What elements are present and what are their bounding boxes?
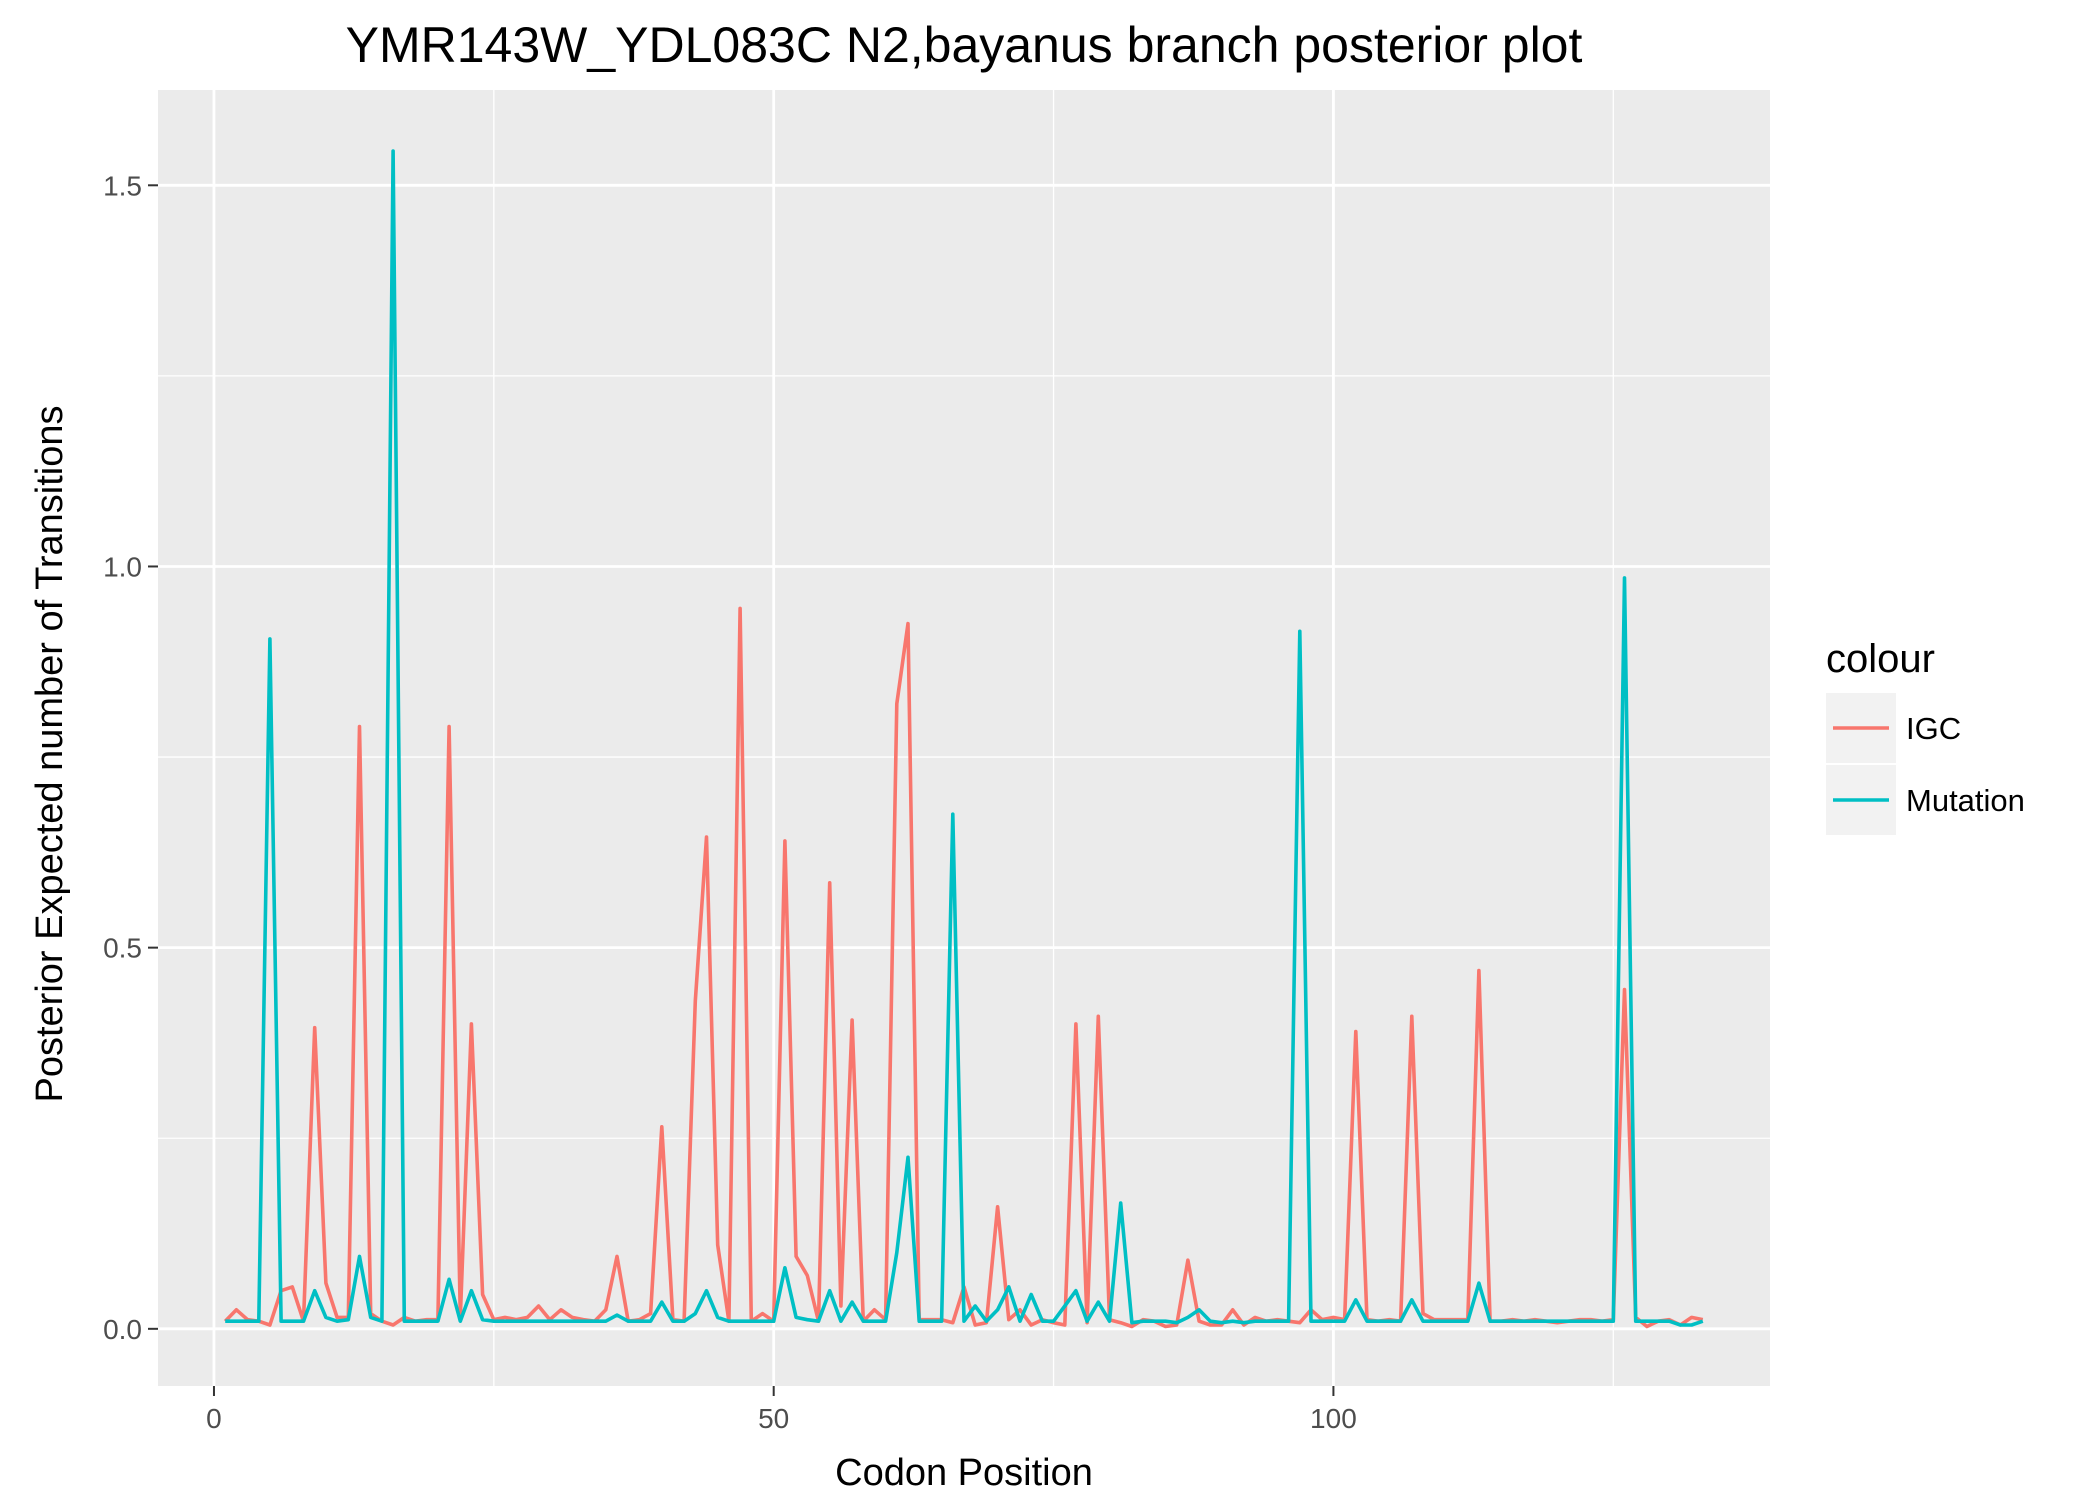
y-tick-label: 0.5: [103, 933, 142, 964]
legend-title: colour: [1826, 637, 1935, 681]
chart-title: YMR143W_YDL083C N2,bayanus branch poster…: [346, 17, 1583, 73]
y-tick-label: 1.5: [103, 170, 142, 201]
x-tick-label: 100: [1310, 1403, 1357, 1434]
x-axis-title: Codon Position: [835, 1452, 1093, 1494]
tick-labels: 0 50 100 0.0 0.5 1.0 1.5: [103, 170, 1357, 1434]
legend-items: IGC Mutation: [1826, 693, 2025, 835]
x-tick-label: 50: [758, 1403, 789, 1434]
axis-ticks: [148, 184, 1335, 1396]
y-tick-label: 0.0: [103, 1314, 142, 1345]
x-tick-label: 0: [206, 1403, 222, 1434]
legend: colour IGC Mutation: [1826, 637, 2025, 835]
y-axis-title: Posterior Expected number of Transitions: [29, 405, 71, 1102]
major-gridlines: [158, 90, 1770, 1386]
series-line-mutation: [225, 149, 1704, 1327]
minor-gridlines: [158, 90, 1770, 1386]
plot-panel: [158, 90, 1770, 1386]
legend-label: IGC: [1906, 711, 1961, 746]
y-tick-label: 1.0: [103, 551, 142, 582]
series-lines: [223, 149, 1704, 1329]
legend-label: Mutation: [1906, 783, 2025, 818]
